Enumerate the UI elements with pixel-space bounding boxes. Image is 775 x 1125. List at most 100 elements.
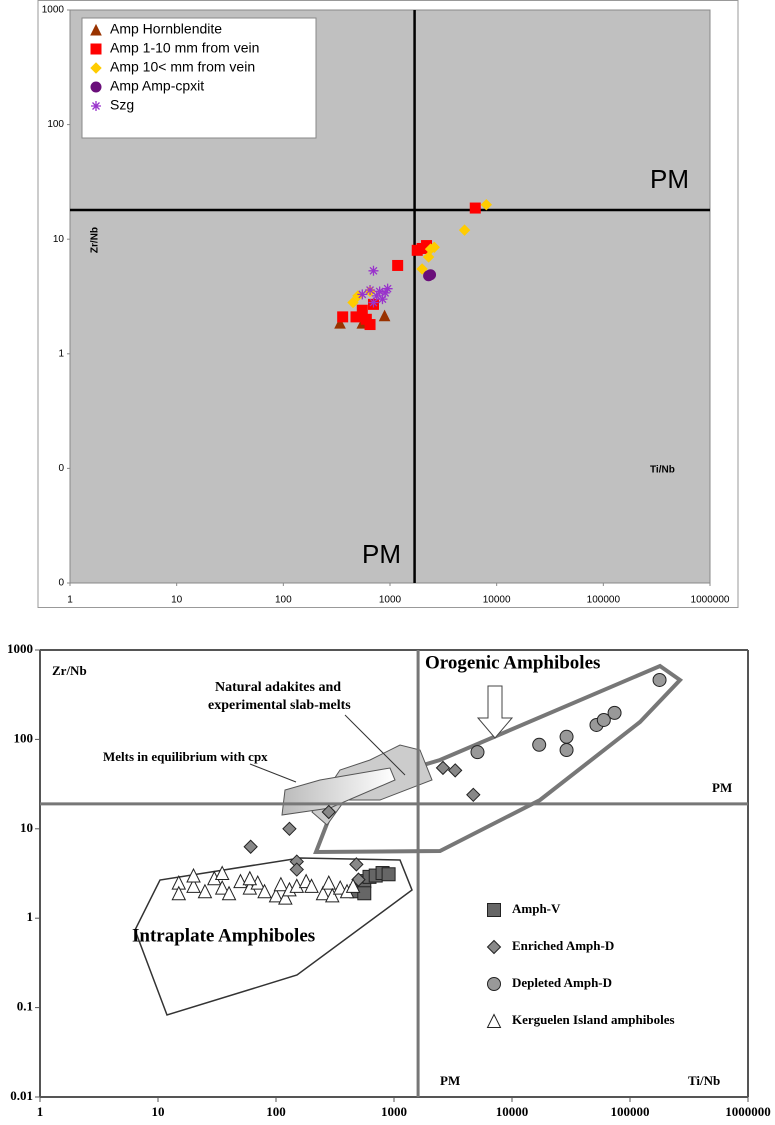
- legend-marker: [90, 23, 102, 36]
- legend-marker: [90, 62, 102, 74]
- y-tick-label: 0.01: [10, 1088, 33, 1103]
- point: [382, 283, 393, 294]
- annotation: PM: [712, 780, 732, 795]
- point: [304, 878, 319, 893]
- point: [221, 885, 237, 901]
- x-axis-label: Ti/Nb: [650, 465, 675, 476]
- point: [559, 743, 574, 758]
- point: [428, 241, 440, 253]
- y-tick-label: 10: [20, 820, 33, 835]
- point: [381, 867, 396, 882]
- point: [469, 202, 481, 214]
- x-tick-label: 10: [152, 1104, 165, 1119]
- point: [214, 865, 230, 881]
- point: [186, 878, 201, 893]
- x-tick-label: 1000000: [725, 1104, 771, 1119]
- point: [378, 309, 391, 322]
- point: [447, 763, 463, 778]
- y-tick-label: 1000: [42, 5, 65, 16]
- y-tick-label: 0: [58, 578, 64, 589]
- point: [345, 878, 361, 893]
- y-tick-label: 10: [53, 234, 65, 245]
- point: [257, 883, 272, 899]
- legend-label: Amp 1-10 mm from vein: [110, 40, 259, 56]
- point: [607, 705, 622, 720]
- point: [289, 862, 304, 877]
- x-tick-label: 1000: [379, 595, 402, 606]
- x-tick-label: 10: [171, 595, 183, 606]
- point: [337, 311, 349, 323]
- legend-label: Amp 10< mm from vein: [110, 59, 255, 75]
- point: [377, 294, 388, 305]
- x-tick-label: 100000: [611, 1104, 650, 1119]
- legend-label: Amph-V: [512, 901, 561, 916]
- point: [357, 886, 372, 901]
- point: [197, 883, 213, 899]
- x-tick-label: 1: [37, 1104, 44, 1119]
- point: [349, 857, 364, 872]
- annotation: Melts in equilibrium with cpx: [103, 749, 268, 764]
- point: [324, 887, 340, 903]
- point: [596, 712, 611, 727]
- annotation: Natural adakites and: [215, 680, 341, 695]
- point: [243, 839, 258, 854]
- legend-marker: [91, 101, 101, 111]
- annotation: experimental slab-melts: [208, 698, 351, 713]
- point: [425, 269, 437, 281]
- point: [380, 287, 391, 298]
- point: [282, 821, 297, 837]
- x-tick-label: 10000: [496, 1104, 529, 1119]
- annotation: Orogenic Amphiboles: [425, 652, 600, 673]
- legend-label: Szg: [110, 97, 134, 113]
- point: [435, 760, 451, 776]
- point: [347, 296, 359, 309]
- point: [368, 265, 379, 276]
- point: [357, 289, 368, 300]
- x-tick-label: 10000: [483, 595, 511, 606]
- y-tick-label: 0: [58, 463, 64, 474]
- point: [242, 870, 258, 886]
- point: [480, 198, 493, 211]
- point: [334, 317, 346, 329]
- point: [214, 879, 230, 895]
- point: [365, 285, 376, 296]
- point: [364, 319, 376, 331]
- point: [273, 876, 289, 892]
- legend-marker: [487, 977, 501, 991]
- annotation: PM: [362, 539, 401, 569]
- legend-label: Enriched Amph-D: [512, 938, 614, 953]
- legend-label: Depleted Amph-D: [512, 975, 612, 990]
- point: [315, 885, 331, 901]
- point: [268, 887, 284, 903]
- intraplate-field: [134, 857, 413, 1016]
- point: [422, 251, 435, 263]
- point: [371, 290, 382, 301]
- point: [466, 787, 481, 803]
- y-tick-label: 0.1: [17, 999, 33, 1014]
- point: [332, 879, 348, 895]
- x-axis-label: Ti/Nb: [688, 1073, 720, 1088]
- annotation: PM: [650, 164, 689, 194]
- legend-marker: [487, 903, 501, 917]
- x-tick-label: 100: [275, 595, 292, 606]
- annotation: Intraplate Amphiboles: [132, 925, 315, 946]
- legend-marker: [90, 43, 102, 55]
- legend-label: Amp Hornblendite: [110, 21, 222, 37]
- legend-label: Kerguelen Island amphiboles: [512, 1012, 675, 1027]
- x-tick-label: 100: [266, 1104, 286, 1119]
- point: [321, 875, 337, 890]
- point: [416, 263, 428, 275]
- y-axis-label: Zr/Nb: [52, 663, 87, 678]
- legend-marker: [486, 939, 502, 955]
- point: [392, 259, 404, 271]
- point: [356, 304, 368, 316]
- legend-marker: [486, 1013, 502, 1028]
- point: [652, 672, 667, 687]
- point: [368, 297, 379, 308]
- y-tick-label: 1000: [7, 641, 33, 656]
- point: [532, 737, 547, 752]
- leader-line: [344, 714, 406, 776]
- x-tick-label: 100000: [587, 595, 621, 606]
- y-tick-label: 1: [58, 348, 64, 359]
